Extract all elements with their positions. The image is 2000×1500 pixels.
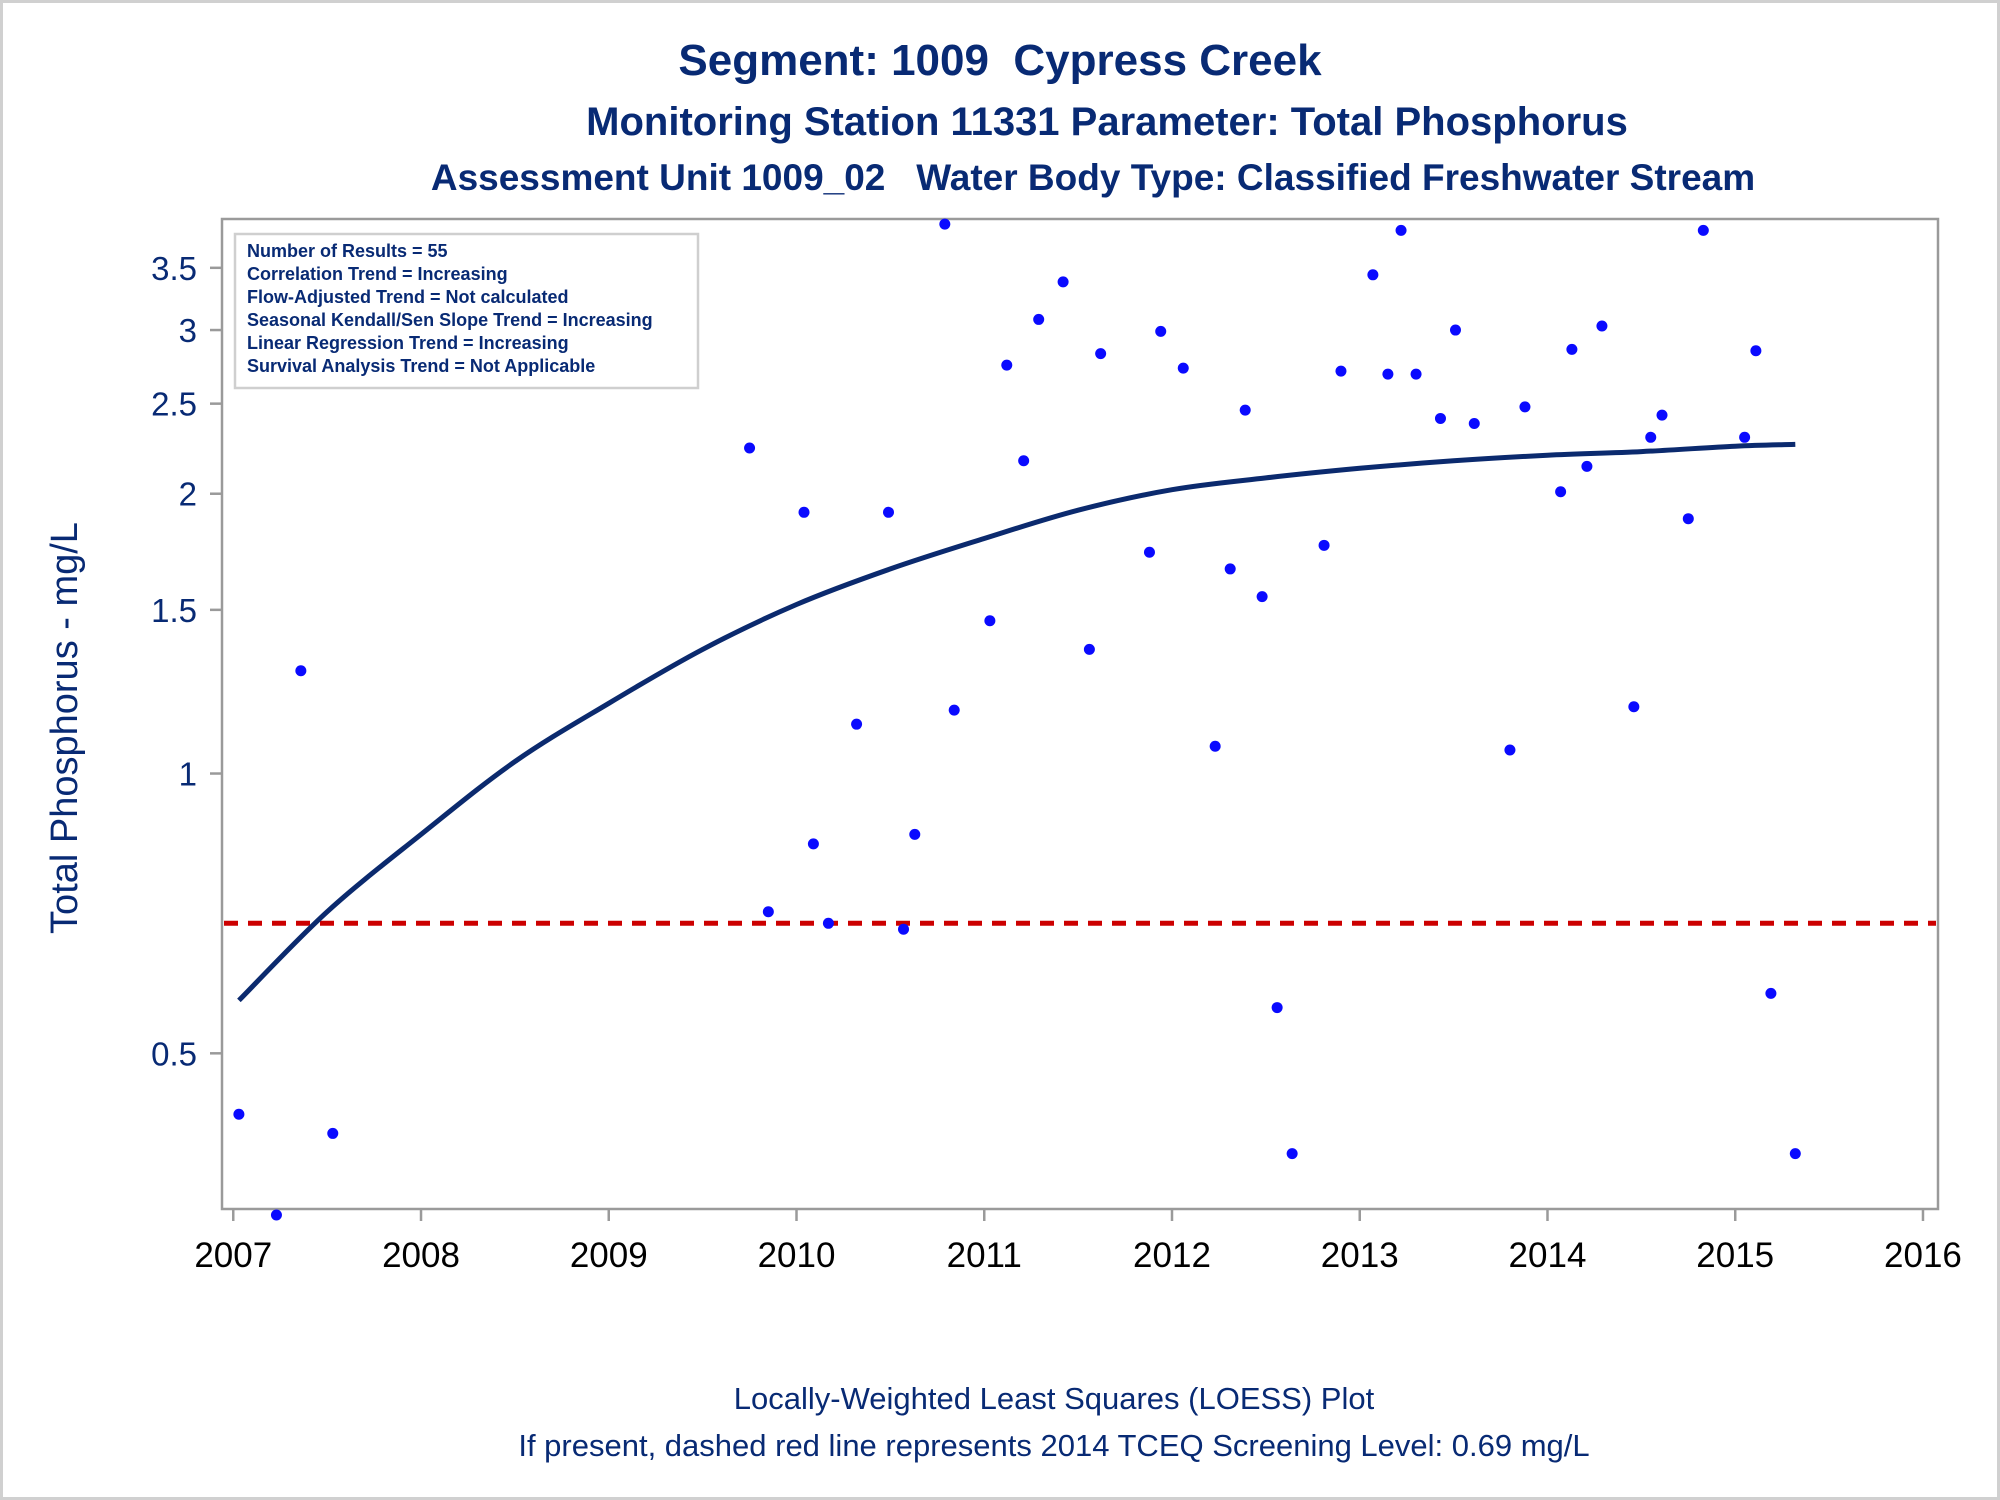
x-tick-label: 2013: [1321, 1236, 1399, 1275]
data-point: [744, 442, 756, 454]
data-point: [1682, 513, 1694, 525]
data-point: [233, 1108, 245, 1120]
data-point: [1057, 276, 1069, 288]
data-point: [1555, 486, 1567, 498]
data-point: [327, 1127, 339, 1139]
data-point: [1177, 362, 1189, 374]
y-tick-label: 1: [179, 756, 197, 793]
data-point: [1335, 365, 1347, 377]
data-point: [1286, 1148, 1298, 1160]
data-point: [1395, 224, 1407, 236]
data-point: [1697, 224, 1709, 236]
data-point: [1581, 460, 1593, 472]
data-point: [898, 923, 910, 935]
data-point: [1367, 269, 1379, 281]
data-point: [851, 718, 863, 730]
data-point: [1449, 324, 1461, 336]
data-point: [1209, 740, 1221, 752]
data-point: [1410, 368, 1422, 380]
y-tick-label: 3: [179, 312, 197, 349]
chart-title: Segment: 1009 Cypress Creek: [678, 36, 1322, 85]
data-point: [1656, 409, 1668, 421]
x-tick-label: 2016: [1884, 1236, 1962, 1275]
y-tick-label: 0.5: [151, 1035, 197, 1072]
x-tick-label: 2007: [194, 1236, 272, 1275]
data-point: [1382, 368, 1394, 380]
data-point: [1750, 345, 1762, 357]
trend-legend-line: Seasonal Kendall/Sen Slope Trend = Incre…: [247, 310, 653, 330]
data-point: [1739, 431, 1751, 443]
data-point: [1018, 455, 1030, 467]
trend-legend-line: Number of Results = 55: [247, 241, 448, 261]
data-point: [1083, 643, 1095, 655]
data-point: [1504, 744, 1516, 756]
data-point: [1239, 404, 1251, 416]
data-point: [939, 218, 951, 230]
trend-legend-line: Survival Analysis Trend = Not Applicable: [247, 356, 595, 376]
data-point: [1143, 546, 1155, 558]
data-point: [1519, 401, 1531, 413]
x-tick-label: 2015: [1696, 1236, 1774, 1275]
data-point: [1789, 1148, 1801, 1160]
data-point: [1596, 320, 1608, 332]
data-point: [984, 615, 996, 627]
y-tick-label: 1.5: [151, 592, 197, 629]
data-point: [948, 704, 960, 716]
data-point: [1256, 591, 1268, 603]
data-point: [1434, 412, 1446, 424]
data-point: [1001, 359, 1013, 371]
y-tick-label: 2.5: [151, 386, 197, 423]
data-point: [807, 838, 819, 850]
x-tick-label: 2008: [382, 1236, 460, 1275]
data-point: [1271, 1002, 1283, 1014]
trend-legend-box: [233, 232, 700, 390]
data-point: [822, 917, 834, 929]
x-tick-label: 2012: [1133, 1236, 1211, 1275]
chart-subtitle-2: Assessment Unit 1009_02 Water Body Type:…: [430, 157, 1756, 198]
data-point: [1628, 701, 1640, 713]
data-point: [909, 828, 921, 840]
data-point: [1224, 563, 1236, 575]
x-tick-label: 2011: [947, 1236, 1022, 1275]
x-tick-label: 2009: [570, 1236, 648, 1275]
data-point: [1033, 313, 1045, 325]
loess-curve: [237, 441, 1796, 1003]
footnote-screening: If present, dashed red line represents 2…: [518, 1428, 1590, 1463]
trend-legend-line: Flow-Adjusted Trend = Not calculated: [247, 287, 569, 307]
data-point: [1095, 348, 1107, 360]
trend-legend-line: Linear Regression Trend = Increasing: [247, 333, 569, 353]
data-point: [798, 506, 810, 518]
data-point: [882, 506, 894, 518]
plot-border: [220, 217, 1940, 1211]
footnote-loess: Locally-Weighted Least Squares (LOESS) P…: [733, 1381, 1375, 1416]
y-tick-label: 2: [179, 476, 197, 513]
trend-legend-line: Correlation Trend = Increasing: [247, 264, 508, 284]
data-point: [762, 906, 774, 918]
chart-subtitle: Monitoring Station 11331 Parameter: Tota…: [586, 100, 1628, 144]
x-tick-label: 2014: [1509, 1236, 1587, 1275]
y-tick-label: 3.5: [151, 250, 197, 287]
data-point: [270, 1209, 282, 1221]
data-point: [1566, 343, 1578, 355]
data-point: [1645, 431, 1657, 443]
x-tick-label: 2010: [758, 1236, 836, 1275]
data-point: [295, 665, 307, 677]
y-axis-label: Total Phosphorus - mg/L: [44, 522, 86, 934]
data-point: [1318, 539, 1330, 551]
data-point: [1765, 987, 1777, 999]
data-point: [1468, 418, 1480, 430]
data-point: [1155, 325, 1167, 337]
